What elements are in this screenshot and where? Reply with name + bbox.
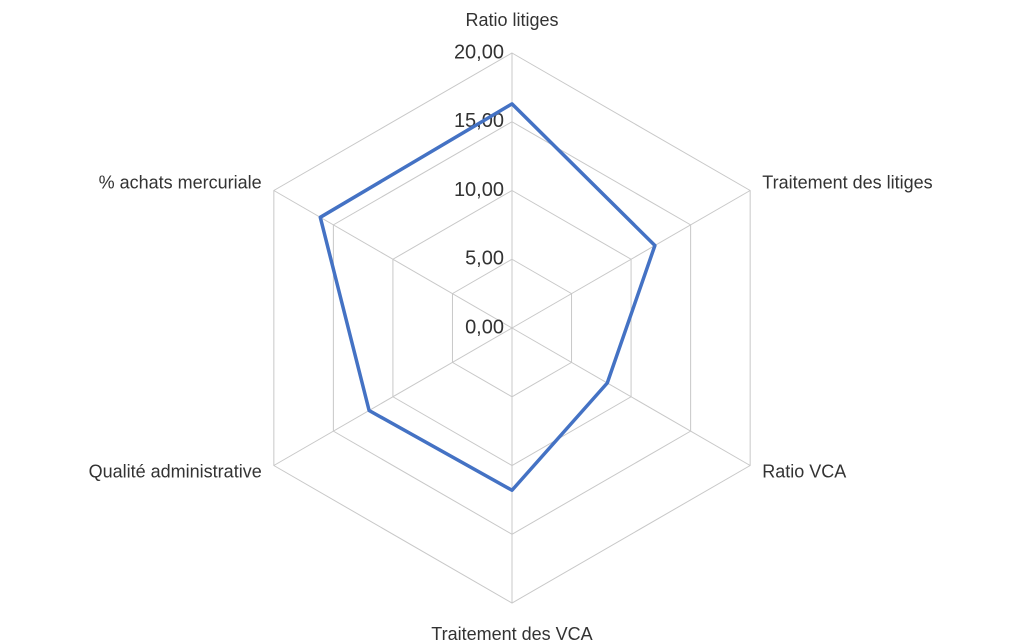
tick-label: 20,00 xyxy=(454,41,504,63)
axis-label: Ratio litiges xyxy=(465,10,558,30)
tick-label: 0,00 xyxy=(465,316,504,338)
tick-label: 5,00 xyxy=(465,248,504,270)
spoke xyxy=(511,327,751,466)
axis-label: Ratio VCA xyxy=(762,461,846,481)
axis-label: Traitement des litiges xyxy=(762,172,932,192)
spoke xyxy=(511,190,751,329)
spoke xyxy=(273,190,513,329)
spoke xyxy=(273,327,513,466)
axis-label: Traitement des VCA xyxy=(431,624,592,640)
tick-label: 10,00 xyxy=(454,179,504,201)
axis-label: % achats mercuriale xyxy=(99,172,262,192)
axis-label: Qualité administrative xyxy=(89,461,262,481)
series-line xyxy=(318,102,657,492)
